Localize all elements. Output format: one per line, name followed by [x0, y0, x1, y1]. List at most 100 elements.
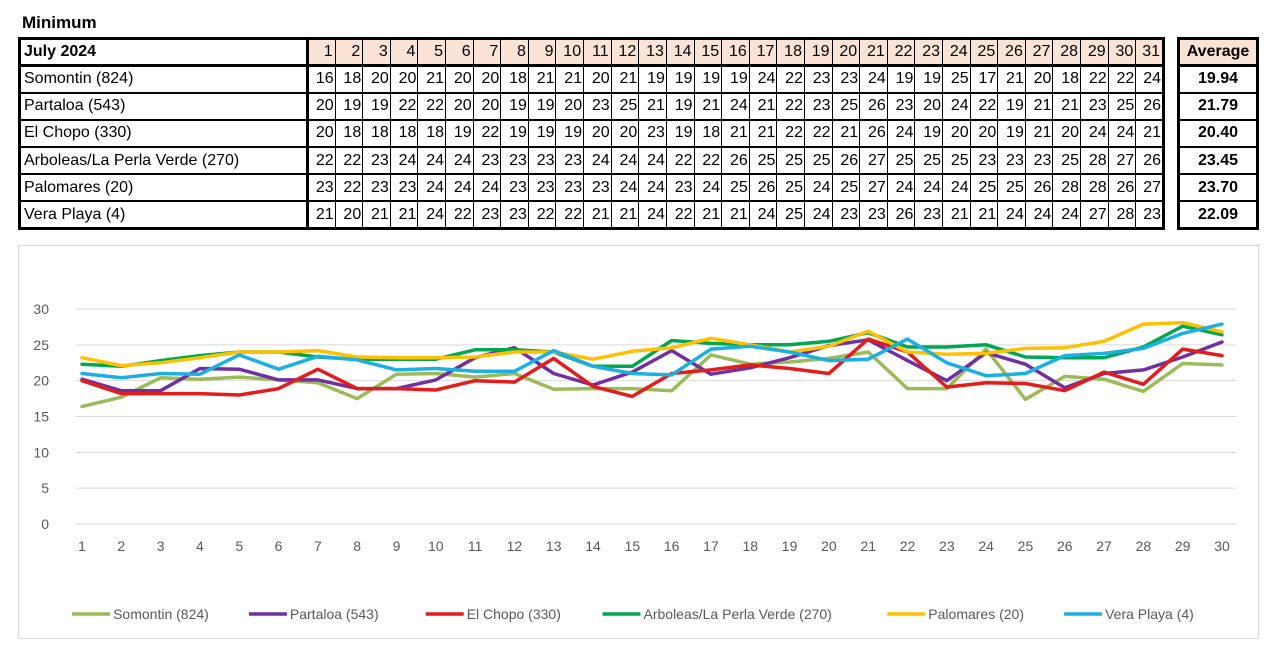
temperature-cell: 20 [583, 64, 612, 94]
temperature-cell: 18 [334, 64, 364, 94]
average-row: 23.70 [1178, 173, 1258, 202]
temperature-cell: 23 [969, 146, 999, 175]
temperature-cell: 21 [942, 200, 971, 230]
temperature-cell: 23 [307, 173, 336, 202]
temperature-cell: 19 [638, 64, 667, 94]
temperature-cell: 23 [914, 200, 944, 230]
day-header: 3 [362, 38, 391, 66]
temperature-cell: 24 [859, 64, 888, 94]
temperature-cell: 28 [1052, 173, 1082, 202]
temperature-cell: 20 [583, 119, 612, 148]
x-tick-label: 25 [1018, 538, 1034, 554]
temperature-cell: 21 [583, 200, 612, 230]
x-tick-label: 22 [900, 538, 916, 554]
temperature-cell: 22 [555, 200, 585, 230]
x-tick-label: 6 [275, 538, 283, 554]
day-header: 4 [389, 38, 419, 66]
temperature-cell: 21 [997, 64, 1026, 94]
temperature-cell: 24 [886, 173, 916, 202]
temperature-cell: 24 [610, 173, 640, 202]
average-cell: 21.79 [1178, 92, 1258, 121]
day-header: 12 [610, 38, 640, 66]
temperature-cell: 26 [831, 146, 861, 175]
x-tick-label: 9 [393, 538, 401, 554]
temperature-cell: 21 [831, 119, 861, 148]
temperature-cell: 25 [969, 173, 999, 202]
average-cell: 23.70 [1178, 173, 1258, 202]
temperature-cell: 18 [693, 119, 723, 148]
temperature-cell: 23 [555, 146, 585, 175]
temperature-cell: 20 [445, 92, 474, 121]
legend-label: El Chopo (330) [467, 606, 561, 622]
temperature-cell: 23 [803, 64, 833, 94]
temperature-cell: 25 [610, 92, 640, 121]
temperature-cell: 24 [803, 173, 833, 202]
station-name-cell: Palomares (20) [19, 173, 309, 202]
temperature-cell: 27 [1135, 173, 1164, 202]
temperature-cell: 26 [748, 173, 778, 202]
y-tick-label: 0 [41, 516, 49, 532]
day-header: 31 [1135, 38, 1164, 66]
day-header: 22 [886, 38, 916, 66]
x-tick-label: 19 [782, 538, 798, 554]
average-row: 22.09 [1178, 200, 1258, 230]
day-header: 10 [555, 38, 585, 66]
legend-label: Arboleas/La Perla Verde (270) [644, 606, 832, 622]
temperature-cell: 21 [1024, 92, 1054, 121]
table-row: El Chopo (330) 20 18 18 18 18 19 22 19 19 19 20 20 23… [19, 119, 1164, 148]
day-header: 15 [693, 38, 723, 66]
temperature-cell: 24 [1107, 119, 1137, 148]
station-name-cell: El Chopo (330) [19, 119, 309, 148]
x-tick-label: 27 [1096, 538, 1112, 554]
temperature-cell: 23 [362, 146, 391, 175]
temperature-cell: 24 [1135, 64, 1164, 94]
temperature-cell: 28 [1080, 146, 1109, 175]
temperature-cell: 18 [334, 119, 364, 148]
temperature-cell: 26 [1107, 173, 1137, 202]
day-header: 25 [969, 38, 999, 66]
temperature-cell: 18 [362, 119, 391, 148]
temperature-cell: 19 [527, 119, 557, 148]
x-tick-label: 13 [546, 538, 562, 554]
legend-label: Vera Playa (4) [1105, 606, 1194, 622]
day-header: 21 [859, 38, 888, 66]
temperature-cell: 24 [748, 64, 778, 94]
temperature-cell: 23 [389, 173, 419, 202]
temperature-cell: 24 [445, 146, 474, 175]
average-cell: 20.40 [1178, 119, 1258, 148]
y-tick-label: 10 [33, 444, 49, 460]
day-header: 29 [1080, 38, 1109, 66]
temperature-cell: 24 [942, 173, 971, 202]
table-header-row: July 2024 1 2 3 4 5 6 7 8 9 10 11 12 13 … [19, 38, 1164, 66]
temperature-cell: 17 [969, 64, 999, 94]
series-line [80, 338, 1224, 393]
y-tick-label: 25 [33, 337, 49, 353]
temperature-cell: 19 [665, 119, 695, 148]
temperature-cell: 18 [1052, 64, 1082, 94]
day-header: 2 [334, 38, 364, 66]
temperature-cell: 22 [665, 146, 695, 175]
temperature-cell: 18 [500, 64, 529, 94]
temperature-cell: 25 [776, 173, 805, 202]
temperature-cell: 27 [859, 146, 888, 175]
day-header: 27 [1024, 38, 1054, 66]
day-header: 24 [942, 38, 971, 66]
station-name-cell: Arboleas/La Perla Verde (270) [19, 146, 309, 175]
temperature-cell: 21 [693, 200, 723, 230]
y-tick-label: 20 [33, 373, 49, 389]
temperature-cell: 19 [914, 64, 944, 94]
table-row: Arboleas/La Perla Verde (270) 22 22 23 24 24 2… [19, 146, 1164, 175]
temperature-cell: 23 [1080, 92, 1109, 121]
temperature-cell: 22 [1080, 64, 1109, 94]
series-line [80, 337, 1224, 399]
average-table: Average 19.94 21.79 20.40 23.45 23.70 22.09 [1177, 37, 1259, 230]
temperature-cell: 19 [500, 92, 529, 121]
temperature-cell: 23 [886, 92, 916, 121]
temperature-cell: 23 [527, 173, 557, 202]
legend-label: Partaloa (543) [290, 606, 379, 622]
temperature-cell: 20 [472, 64, 502, 94]
temperature-cell: 24 [417, 200, 447, 230]
temperature-cell: 22 [445, 200, 474, 230]
temperature-cell: 18 [389, 119, 419, 148]
